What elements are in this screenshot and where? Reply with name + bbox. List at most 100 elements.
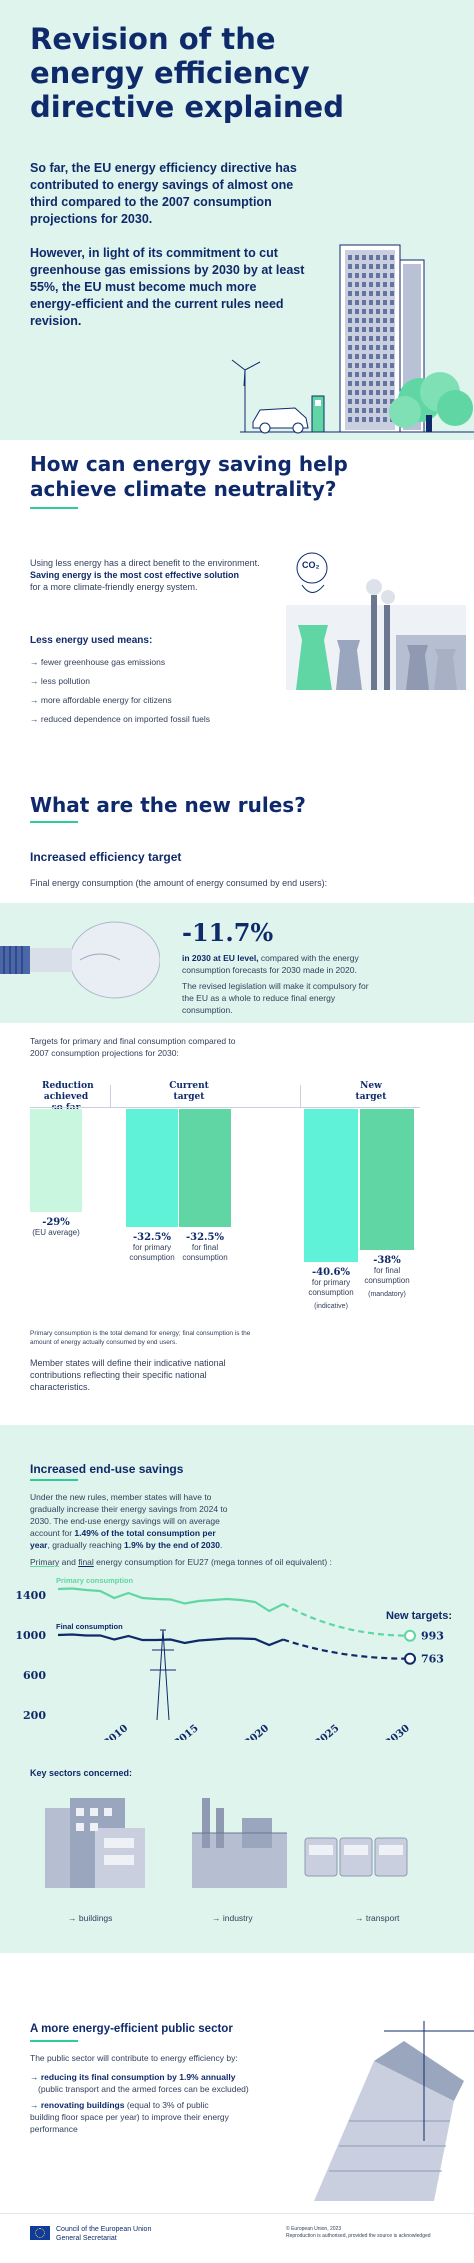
x-tick-label: 2020 xyxy=(243,1723,271,1740)
title-underline xyxy=(30,821,78,823)
title-underline xyxy=(30,2040,78,2042)
bar-value: -38% xyxy=(373,1255,401,1267)
neutrality-description: Using less energy has a direct benefit t… xyxy=(30,558,260,592)
sector-buildings-label: → buildings xyxy=(68,1913,113,1923)
means-title: Less energy used means: xyxy=(30,635,153,646)
bar-label: -40.6% for primary consumption (indicative… xyxy=(298,1266,364,1312)
bar-text: for primary consumption xyxy=(308,1277,354,1297)
x-tick-label: 2030 xyxy=(384,1723,412,1740)
bar-value: -40.6% xyxy=(311,1266,350,1278)
series-line-0 xyxy=(57,1587,284,1613)
enduse-section: Increased end-use savings Under the new … xyxy=(0,1425,474,1953)
rules-section: What are the new rules? Increased effici… xyxy=(0,785,474,1425)
public-intro: The public sector will contribute to ene… xyxy=(30,2053,238,2063)
council-label: Council of the European Union General Se… xyxy=(56,2226,152,2242)
bar-text: for final consumption xyxy=(364,1266,410,1286)
bar-current-primary xyxy=(126,1109,178,1227)
target-point xyxy=(404,1629,416,1642)
eu-flag-icon xyxy=(30,2226,50,2240)
neutrality-description-bold: Saving energy is the most cost effective… xyxy=(30,570,240,580)
public-title: A more energy-efficient public sector xyxy=(30,2023,233,2035)
bar-value: -29% xyxy=(42,1216,70,1228)
pylon-icon xyxy=(150,1629,176,1721)
public-section: A more energy-efficient public sector Th… xyxy=(0,1953,474,2213)
bar-text: for final consumption xyxy=(182,1242,228,1262)
bar-label: -38% for final consumption (mandatory) xyxy=(354,1256,420,1300)
y-tick-label: 1000 xyxy=(15,1629,46,1642)
series-target-1 xyxy=(282,1638,411,1660)
footer: Council of the European Union General Se… xyxy=(0,2213,474,2263)
buildings-illustration xyxy=(45,1798,145,1888)
x-tick-label: 2015 xyxy=(172,1723,200,1740)
bar-new-primary xyxy=(304,1109,358,1262)
big-reduction-text: in 2030 at EU level, compared with the e… xyxy=(182,953,359,975)
industry-illustration xyxy=(192,1798,287,1888)
public-item-2: → renovating buildings (equal to 3% of p… xyxy=(30,2100,229,2134)
col-head-new: New target xyxy=(355,1081,387,1102)
bar-new-final xyxy=(360,1109,414,1251)
chart-divider xyxy=(300,1085,301,1107)
member-states-text: Member states will define their indicati… xyxy=(30,1358,226,1392)
chart-divider xyxy=(110,1085,111,1107)
consumption-line-chart: 1400 1000 600 200 2010 2015 2020 2025 2030 Primar… xyxy=(15,1576,452,1740)
tree-icon xyxy=(389,372,473,432)
bar-label: -32.5% for final consumption xyxy=(173,1231,237,1263)
x-tick-label: 2010 xyxy=(102,1723,130,1740)
bar-text: (EU average) xyxy=(32,1227,80,1237)
bar-value: -32.5% xyxy=(185,1231,224,1243)
new-targets-label: New targets: xyxy=(386,1610,452,1622)
light-bulb-icon xyxy=(0,921,160,999)
city-illustration xyxy=(231,244,474,434)
title-underline xyxy=(30,507,78,509)
sector-transport-label: → transport xyxy=(355,1913,400,1923)
bar-note: (indicative) xyxy=(314,1302,348,1310)
bar-so-far xyxy=(30,1109,82,1212)
bar-label: -32.5% for primary consumption xyxy=(120,1231,184,1263)
consumption-footnote: Primary consumption is the total demand … xyxy=(30,1330,251,1346)
target-value: 763 xyxy=(421,1653,444,1666)
list-item: → reduced dependence on imported fossil … xyxy=(30,714,211,724)
enduse-title: Increased end-use savings xyxy=(30,1462,184,1476)
transport-illustration xyxy=(304,1837,408,1877)
series-target-0 xyxy=(282,1603,411,1637)
charger-icon xyxy=(311,395,325,433)
list-item: → fewer greenhouse gas emissions xyxy=(30,657,166,667)
power-plant-illustration xyxy=(286,552,466,690)
chart-caption: Primary and final energy consumption for… xyxy=(30,1557,332,1567)
x-tick-label: 2025 xyxy=(313,1723,341,1740)
sectors-title: Key sectors concerned: xyxy=(30,1768,133,1778)
title-underline xyxy=(30,1479,78,1481)
enduse-text: Under the new rules, member states will … xyxy=(30,1492,228,1550)
chart-head-line xyxy=(30,1107,420,1108)
y-tick-label: 200 xyxy=(23,1709,46,1722)
targets-intro: Targets for primary and final consumptio… xyxy=(30,1036,236,1058)
list-item: → more affordable energy for citizens xyxy=(30,695,172,705)
bar-value: -32.5% xyxy=(132,1231,171,1243)
bar-text: for primary consumption xyxy=(129,1242,175,1262)
rules-title: What are the new rules? xyxy=(30,793,306,817)
co2-label: CO₂ xyxy=(302,560,320,570)
wind-turbine-icon xyxy=(231,359,261,432)
target-point xyxy=(404,1652,416,1665)
page-title: Revision of the energy efficiency direct… xyxy=(30,22,344,124)
target-value: 993 xyxy=(421,1630,444,1643)
construction-illustration xyxy=(314,2021,474,2201)
intro-text-1: So far, the EU energy efficiency directi… xyxy=(30,161,297,226)
header-section: Revision of the energy efficiency direct… xyxy=(0,0,474,440)
y-tick-label: 1400 xyxy=(15,1589,46,1602)
y-tick-label: 600 xyxy=(23,1669,46,1682)
series-name: Primary consumption xyxy=(56,1576,134,1585)
targets-chart: Reduction achieved so far Current target… xyxy=(30,1081,470,1321)
final-definition: Final energy consumption (the amount of … xyxy=(30,878,328,888)
series-line-1 xyxy=(57,1633,284,1647)
sector-industry-label: → industry xyxy=(212,1913,253,1923)
public-item-1: → reducing its final consumption by 1.9%… xyxy=(30,2072,249,2094)
bar-current-final xyxy=(179,1109,231,1227)
col-head-current: Current target xyxy=(169,1081,209,1102)
copyright: © European Union, 2023 Reproduction is a… xyxy=(286,2226,431,2239)
big-reduction-text-2: The revised legislation will make it com… xyxy=(182,981,369,1015)
list-item: → less pollution xyxy=(30,676,91,686)
bar-note: (mandatory) xyxy=(368,1291,406,1299)
efficiency-subtitle: Increased efficiency target xyxy=(30,850,182,864)
big-reduction-value: -11.7% xyxy=(182,918,274,947)
